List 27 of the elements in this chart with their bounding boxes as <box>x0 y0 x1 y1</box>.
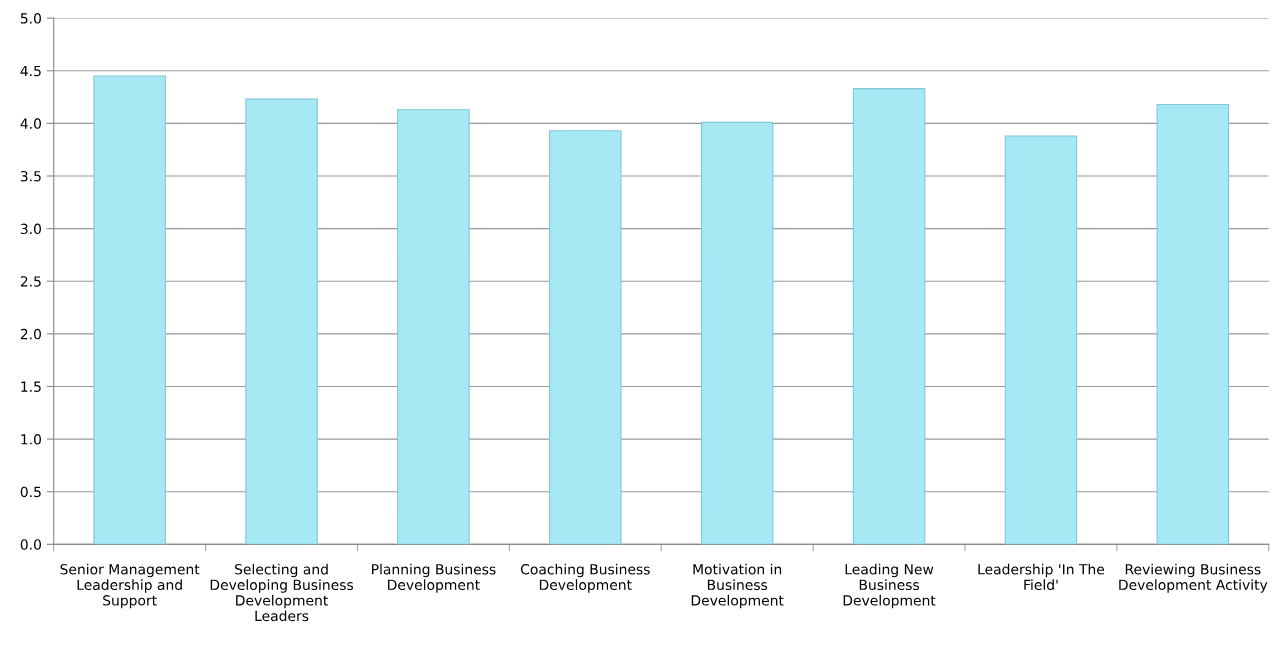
y-tick-label: 0.5 <box>20 486 41 498</box>
y-tick-label: 5.0 <box>20 13 41 24</box>
bar <box>549 130 622 545</box>
x-tick-label: Coaching Business Development <box>520 563 650 593</box>
bar <box>93 75 166 545</box>
y-tick-label: 2.5 <box>20 276 41 287</box>
y-tick-label: 1.0 <box>21 434 41 445</box>
y-tick-label: 4.5 <box>20 65 41 77</box>
bar <box>1156 103 1230 545</box>
x-tick-label: Planning Business Development <box>372 563 496 593</box>
x-tick-label: Reviewing Business Development Activity <box>1119 563 1268 593</box>
x-tick-label: Leading New Business Development <box>843 563 936 609</box>
bar <box>1004 135 1078 545</box>
y-tick-label: 0.0 <box>20 539 41 550</box>
y-tick-label: 3.5 <box>20 170 41 182</box>
bar <box>700 121 774 545</box>
bar <box>852 88 926 545</box>
y-tick-label: 3.0 <box>20 223 41 235</box>
bar <box>397 109 470 545</box>
y-tick-label: 2.0 <box>20 328 41 340</box>
x-tick-label: Selecting and Developing Business Development Leaders <box>210 563 354 622</box>
y-tick-label: 1.5 <box>21 381 41 392</box>
x-tick-label: Motivation in Business Development <box>691 563 784 609</box>
x-tick-label: Leadership 'In The Field' <box>978 563 1105 591</box>
y-tick-label: 4.0 <box>20 118 41 129</box>
bar <box>245 98 318 545</box>
x-tick-label: Senior Management Leadership and Support <box>60 563 200 609</box>
